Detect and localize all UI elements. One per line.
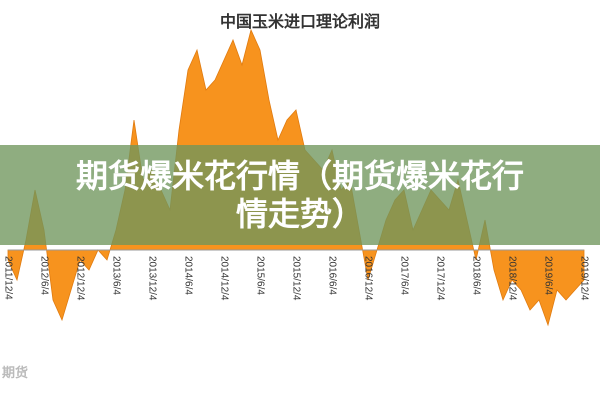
chart-title: 中国玉米进口理论利润 xyxy=(220,12,380,31)
x-tick-label: 2016/12/4 xyxy=(362,256,373,301)
x-tick-label: 2016/6/4 xyxy=(326,256,337,295)
x-tick-label: 2018/6/4 xyxy=(470,256,481,295)
x-tick-label: 2013/6/4 xyxy=(110,256,121,295)
x-tick-label: 2015/6/4 xyxy=(254,256,265,295)
x-tick-label: 2017/6/4 xyxy=(398,256,409,295)
x-tick-label: 2014/12/4 xyxy=(218,256,229,301)
overlay-title: 期货爆米花行情（期货爆米花行情走势） xyxy=(75,157,524,233)
x-tick-label: 2012/12/4 xyxy=(74,256,85,301)
x-tick-label: 2014/6/4 xyxy=(182,256,193,295)
x-tick-label: 2017/12/4 xyxy=(434,256,445,301)
x-tick-label: 2019/12/4 xyxy=(578,256,589,301)
x-tick-label: 2019/6/4 xyxy=(542,256,553,295)
x-tick-label: 2018/12/4 xyxy=(506,256,517,301)
overlay-banner: 期货爆米花行情（期货爆米花行情走势） xyxy=(0,145,600,245)
watermark: 期货 xyxy=(2,366,29,381)
x-tick-label: 2015/12/4 xyxy=(290,256,301,301)
x-tick-label: 2011/12/4 xyxy=(2,256,13,300)
x-tick-label: 2013/12/4 xyxy=(146,256,157,301)
x-tick-label: 2012/6/4 xyxy=(38,256,49,295)
